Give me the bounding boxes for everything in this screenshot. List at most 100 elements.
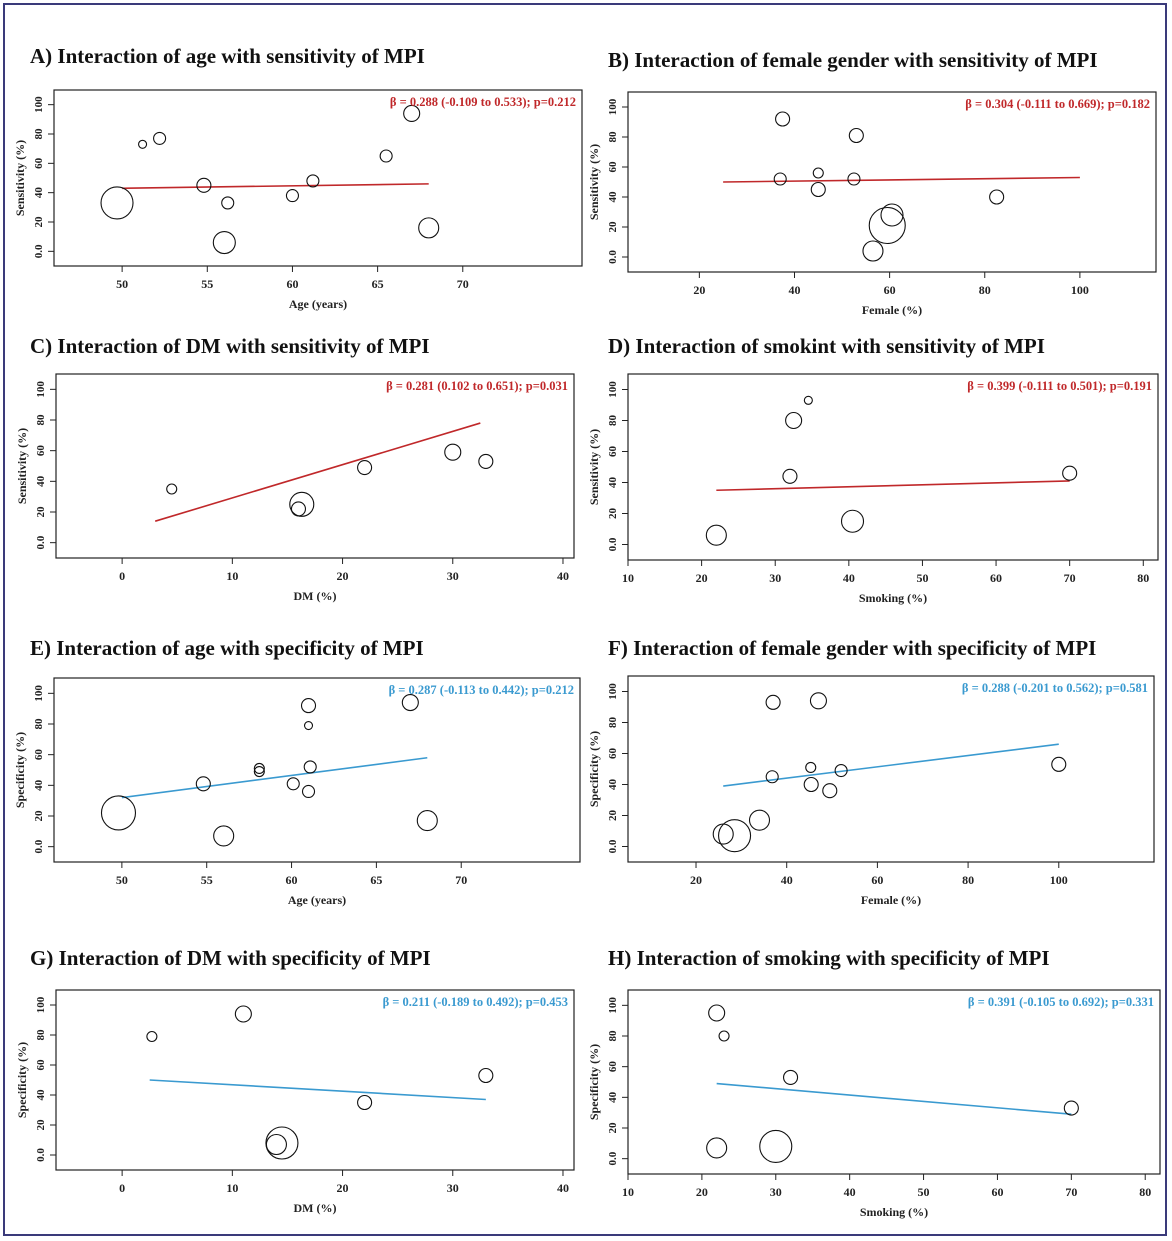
x-axis-label: Smoking (%) — [860, 1205, 928, 1219]
regression-line — [154, 422, 481, 522]
panel-title: E) Interaction of age with specificity o… — [30, 636, 424, 660]
data-point — [195, 776, 211, 792]
data-point — [809, 692, 827, 710]
plot-box — [55, 989, 575, 1171]
x-tick-label: 40 — [844, 1185, 856, 1199]
y-tick-label: 60 — [33, 749, 45, 761]
scatter-plot: 0 10 20 30 40 0.0 20 40 60 80 100 DM (%) Specificity… — [15, 989, 575, 1215]
scatter-plot: 50 55 60 65 70 0.0 20 40 60 80 100 Age (years) Sensi… — [13, 89, 583, 311]
data-point — [708, 1004, 726, 1022]
y-tick-label: 0.0 — [607, 839, 619, 853]
y-tick-label: 100 — [35, 996, 47, 1013]
y-tick-label: 80 — [607, 415, 619, 427]
y-tick-label: 40 — [33, 187, 45, 199]
x-tick-label: 40 — [843, 571, 855, 585]
y-tick-label: 20 — [33, 810, 45, 822]
panel-g-dm-specificity: G) Interaction of DM with specificity of… — [12, 946, 575, 1226]
y-tick-label: 100 — [33, 685, 45, 702]
plot-box — [627, 91, 1157, 273]
x-tick-label: 50 — [918, 1185, 930, 1199]
data-point — [848, 127, 864, 144]
x-tick-label: 50 — [116, 873, 128, 887]
y-tick-label: 60 — [607, 446, 619, 458]
data-point — [705, 524, 727, 546]
data-point — [444, 443, 462, 461]
y-tick-label: 100 — [607, 98, 619, 115]
data-point — [153, 131, 167, 145]
regression-line — [122, 183, 429, 190]
y-tick-label: 40 — [607, 1091, 619, 1103]
data-point — [265, 1133, 287, 1156]
scatter-plot: 20 40 60 80 100 0.0 20 40 60 80 100 Female (%) Speci… — [587, 675, 1155, 907]
y-axis-label: Sensitivity (%) — [13, 140, 27, 216]
y-tick-label: 80 — [33, 718, 45, 730]
regression-line — [121, 756, 428, 799]
y-tick-label: 100 — [607, 997, 619, 1014]
panel-title: G) Interaction of DM with specificity of… — [30, 946, 431, 970]
x-tick-label: 10 — [226, 1181, 238, 1195]
data-point — [478, 453, 494, 469]
panel-a-age-sensitivity: A) Interaction of age with sensitivity o… — [12, 44, 583, 324]
regression-annotation: β = 0.211 (-0.189 to 0.492); p=0.453 — [383, 995, 568, 1009]
data-point — [773, 172, 787, 186]
x-tick-label: 70 — [1064, 571, 1076, 585]
x-tick-label: 70 — [455, 873, 467, 887]
x-tick-label: 40 — [781, 873, 793, 887]
y-axis-label: Sensitivity (%) — [587, 144, 601, 220]
figure-frame — [3, 3, 1167, 1236]
data-point — [803, 395, 813, 405]
y-tick-label: 60 — [607, 748, 619, 760]
y-axis-label: Sensitivity (%) — [587, 429, 601, 505]
y-tick-label: 100 — [607, 683, 619, 700]
x-tick-label: 80 — [962, 873, 974, 887]
x-axis-label: Female (%) — [862, 303, 922, 317]
regression-annotation: β = 0.288 (-0.109 to 0.533); p=0.212 — [390, 95, 576, 109]
data-point — [803, 776, 819, 793]
y-tick-label: 40 — [607, 477, 619, 489]
data-point — [416, 810, 438, 832]
data-point — [146, 1030, 158, 1043]
scatter-plot: 0 10 20 30 40 0.0 20 40 60 80 100 DM (%) Sensitivity… — [15, 373, 575, 603]
data-point — [868, 206, 906, 245]
panel-title: H) Interaction of smoking with specifici… — [608, 946, 1050, 970]
x-axis-label: Female (%) — [861, 893, 921, 907]
x-tick-label: 30 — [447, 569, 459, 583]
y-tick-label: 80 — [607, 131, 619, 143]
data-point — [748, 809, 771, 831]
x-tick-label: 20 — [696, 1185, 708, 1199]
y-tick-label: 20 — [607, 508, 619, 520]
panel-title: C) Interaction of DM with sensitivity of… — [30, 334, 430, 358]
x-axis-label: DM (%) — [294, 1201, 337, 1215]
x-tick-label: 65 — [372, 277, 384, 291]
data-point — [253, 762, 265, 775]
x-tick-label: 60 — [884, 283, 896, 297]
panel-title: D) Interaction of smokint with sensitivi… — [608, 334, 1045, 358]
y-tick-label: 80 — [33, 128, 45, 140]
data-point — [166, 483, 178, 495]
data-point — [775, 111, 791, 127]
data-point — [379, 149, 393, 163]
data-point — [718, 819, 752, 853]
regression-annotation: β = 0.287 (-0.113 to 0.442); p=0.212 — [389, 683, 574, 697]
plot-box — [53, 677, 581, 863]
regression-annotation: β = 0.304 (-0.111 to 0.669); p=0.182 — [965, 97, 1150, 111]
regression-line — [723, 176, 1080, 183]
y-tick-label: 20 — [33, 216, 45, 228]
x-tick-label: 55 — [201, 277, 213, 291]
data-point — [234, 1005, 252, 1023]
data-point — [221, 196, 235, 210]
x-tick-label: 0 — [119, 569, 125, 583]
data-point — [1062, 465, 1078, 481]
panel-h-smoking-specificity: H) Interaction of smoking with specifici… — [584, 946, 1164, 1228]
y-tick-label: 0.0 — [607, 250, 619, 264]
data-point — [783, 1069, 799, 1085]
plot-box — [55, 373, 575, 559]
y-tick-label: 80 — [607, 717, 619, 729]
data-point — [989, 189, 1005, 205]
data-point — [822, 783, 838, 799]
x-tick-label: 20 — [693, 283, 705, 297]
data-point — [718, 1030, 730, 1042]
data-point — [785, 411, 803, 430]
data-point — [212, 230, 236, 255]
data-point — [286, 777, 300, 791]
